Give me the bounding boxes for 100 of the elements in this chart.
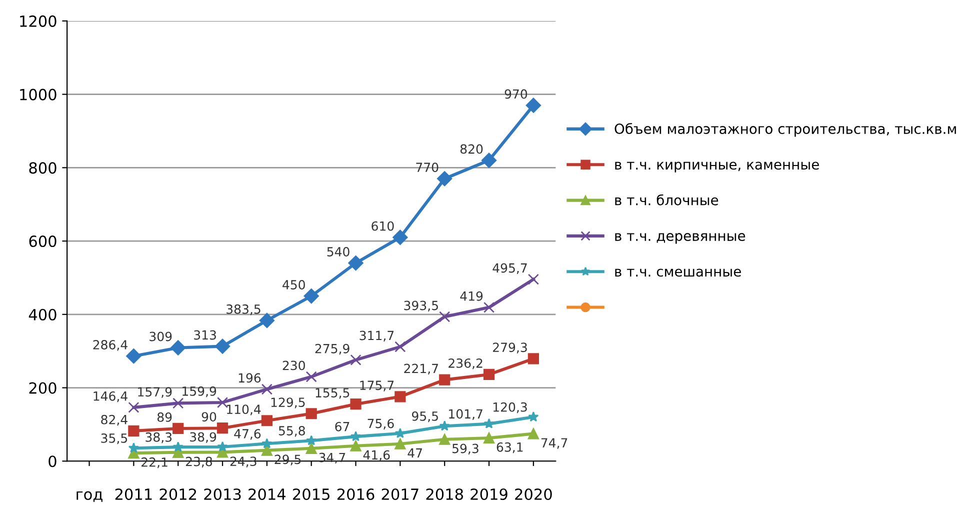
point <box>128 402 140 413</box>
data-label: 311,7 <box>360 330 394 342</box>
point <box>394 428 406 438</box>
point <box>528 411 539 422</box>
point <box>483 368 495 380</box>
point <box>394 341 406 352</box>
point <box>350 354 362 366</box>
point <box>350 398 362 410</box>
point <box>481 152 497 168</box>
point <box>394 438 406 450</box>
data-label: 38,3 <box>146 432 172 444</box>
y-tick-label: 0 <box>48 456 56 468</box>
x-tick-label: год <box>76 491 102 502</box>
x-tick-label: 2018 <box>426 488 463 500</box>
point <box>304 288 319 304</box>
point <box>172 442 184 452</box>
data-label: 610 <box>372 221 394 231</box>
point <box>439 374 450 386</box>
point <box>528 274 539 285</box>
point <box>528 428 539 440</box>
point <box>214 338 230 354</box>
data-label: 59,3 <box>452 444 478 454</box>
data-label: 129,5 <box>271 398 305 408</box>
data-label: 120,3 <box>493 402 527 414</box>
data-label: 67 <box>335 422 350 432</box>
data-label: 38,9 <box>190 432 216 443</box>
x-tick-label: 2014 <box>248 488 286 500</box>
data-label: 970 <box>504 89 528 99</box>
data-label: 110,4 <box>226 404 261 416</box>
legend-label: Объем малоэтажного строительства, тыс.кв.м <box>614 123 956 137</box>
point <box>128 425 140 436</box>
point <box>170 340 186 356</box>
data-label: 35,5 <box>101 433 128 444</box>
point <box>439 420 450 431</box>
data-label: 236,2 <box>448 358 482 370</box>
point <box>216 396 228 408</box>
data-label: 55,8 <box>278 426 305 437</box>
data-label: 101,7 <box>449 409 482 420</box>
point <box>437 171 452 186</box>
data-label: 89 <box>157 412 172 422</box>
x-tick-label: 2012 <box>160 488 196 500</box>
y-tick-label: 800 <box>29 162 56 174</box>
y-tick-label: 400 <box>28 308 56 320</box>
data-label: 275,9 <box>315 344 350 355</box>
data-label: 63,1 <box>496 442 523 454</box>
legend-label: в т.ч. смешанные <box>615 268 741 277</box>
point <box>394 391 406 402</box>
x-tick-label: 2016 <box>337 488 374 500</box>
data-label: 313 <box>194 330 216 340</box>
point <box>261 384 272 395</box>
legend-label: в т.ч. блочные <box>615 194 718 206</box>
data-label: 47,6 <box>234 429 261 440</box>
point <box>259 312 275 328</box>
data-label: 419 <box>460 291 483 301</box>
x-tick-label: 2019 <box>470 488 508 500</box>
point <box>261 415 272 426</box>
y-tick-label: 1200 <box>20 15 56 27</box>
x-tick-label: 2011 <box>115 488 152 500</box>
data-label: 393,5 <box>404 300 438 312</box>
data-label: 540 <box>327 247 350 256</box>
point <box>526 98 541 113</box>
data-label: 495,7 <box>492 263 527 274</box>
point <box>306 371 317 382</box>
data-label: 146,4 <box>94 391 128 402</box>
data-label: 383,5 <box>226 304 260 316</box>
legend-label: в т.ч. кирпичные, каменные <box>615 162 819 172</box>
data-label: 75,6 <box>368 418 394 430</box>
point <box>392 230 408 245</box>
data-label: 74,7 <box>541 438 568 449</box>
data-label: 157,9 <box>138 387 172 398</box>
point <box>262 438 272 448</box>
point <box>216 422 228 434</box>
data-label: 175,7 <box>360 380 394 392</box>
x-tick-label: 2013 <box>204 488 241 500</box>
data-label: 159,9 <box>182 386 216 398</box>
y-tick-label: 200 <box>29 382 56 394</box>
data-label: 450 <box>282 280 305 290</box>
point <box>483 432 495 444</box>
data-label: 770 <box>416 162 438 172</box>
data-label: 155,5 <box>316 388 350 399</box>
y-tick-label: 600 <box>29 236 56 248</box>
legend-label: в т.ч. деревянные <box>615 233 746 244</box>
point <box>439 434 450 445</box>
data-label: 279,3 <box>493 342 527 354</box>
data-label: 90 <box>202 412 216 422</box>
point <box>306 408 317 420</box>
point <box>172 422 184 434</box>
data-label: 286,4 <box>93 340 128 351</box>
point <box>217 441 228 452</box>
data-label: 221,7 <box>404 364 438 374</box>
data-label: 82,4 <box>101 414 128 426</box>
y-tick-label: 1000 <box>20 88 56 100</box>
x-tick-label: 2020 <box>515 488 552 500</box>
data-label: 230 <box>282 360 305 370</box>
point <box>128 442 140 453</box>
x-tick-label: 2017 <box>382 488 418 500</box>
data-label: 41,6 <box>363 450 390 461</box>
point <box>306 442 317 454</box>
data-label: 309 <box>150 332 172 342</box>
point <box>439 311 450 322</box>
